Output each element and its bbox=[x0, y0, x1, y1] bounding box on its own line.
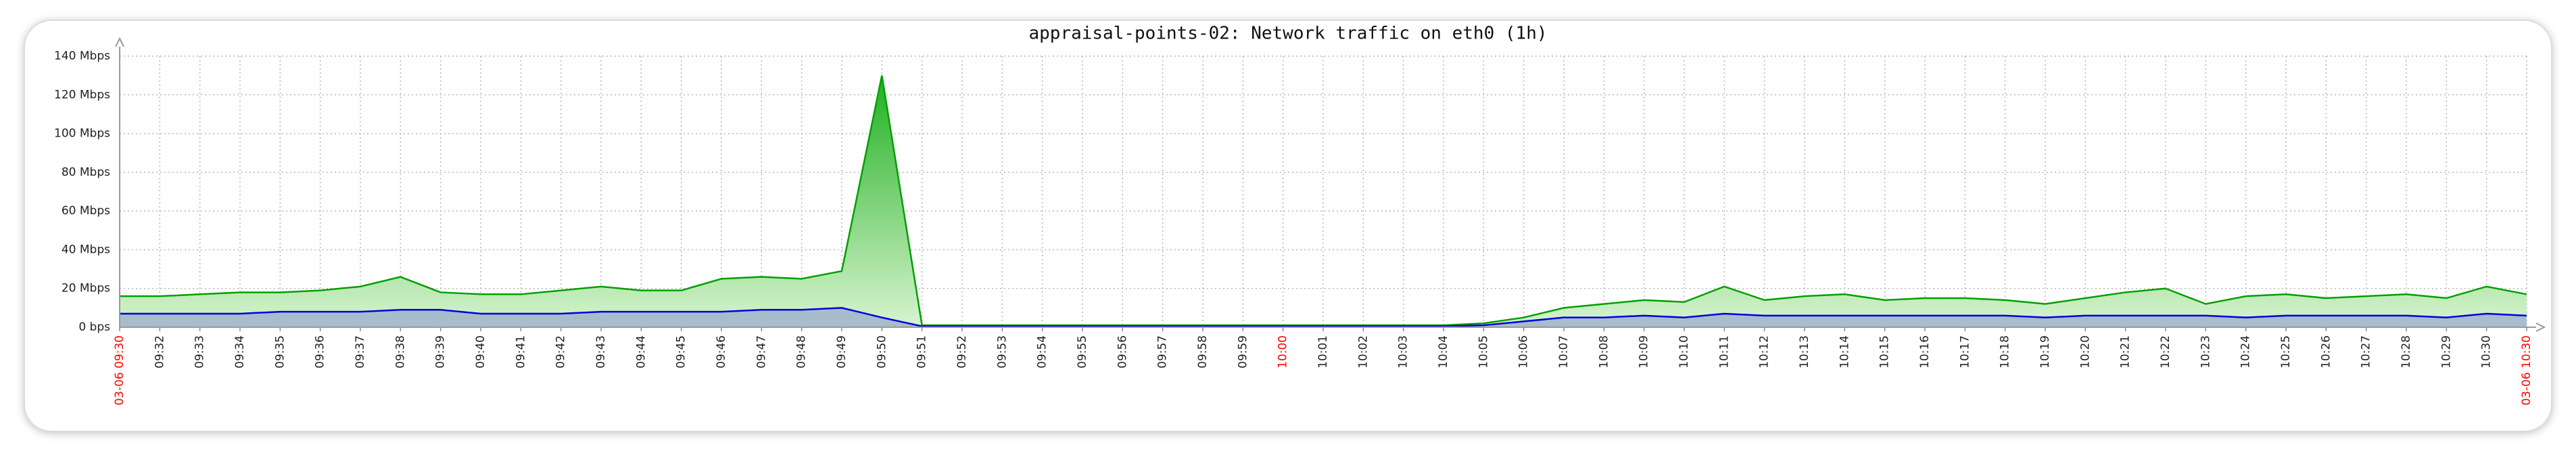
x-tick-label: 10:08 bbox=[1597, 335, 1611, 368]
x-tick-label: 09:55 bbox=[1076, 335, 1089, 368]
x-tick-label: 10:30 bbox=[2480, 335, 2494, 368]
card bbox=[24, 20, 2552, 432]
y-tick-label: 80 Mbps bbox=[62, 166, 110, 179]
x-tick-label: 10:20 bbox=[2078, 335, 2092, 368]
x-tick-label: 10:29 bbox=[2439, 335, 2453, 368]
x-tick-label: 10:15 bbox=[1878, 335, 1892, 368]
x-tick-label: 09:49 bbox=[835, 335, 849, 368]
x-tick-label: 09:40 bbox=[474, 335, 487, 368]
x-tick-label: 10:02 bbox=[1356, 335, 1370, 368]
x-tick-label: 10:17 bbox=[1958, 335, 1972, 368]
x-tick-label: 09:33 bbox=[193, 335, 207, 368]
x-tick-label: 10:07 bbox=[1557, 335, 1571, 368]
x-tick-label: 10:11 bbox=[1717, 335, 1731, 368]
x-tick-label: 09:38 bbox=[393, 335, 407, 368]
x-tick-label: 10:00 bbox=[1277, 335, 1290, 368]
x-tick-label: 10:13 bbox=[1798, 335, 1811, 368]
x-tick-label: 10:14 bbox=[1838, 335, 1851, 368]
area-line bbox=[120, 307, 2527, 327]
x-tick-label: 10:19 bbox=[2038, 335, 2052, 368]
x-tick-label: 03-06 09:30 bbox=[113, 335, 126, 406]
y-tick-label: 20 Mbps bbox=[62, 282, 110, 295]
x-tick-label: 09:57 bbox=[1156, 335, 1170, 368]
x-tick-label: 10:06 bbox=[1517, 335, 1531, 368]
x-tick-label: 10:12 bbox=[1758, 335, 1771, 368]
x-tick-label: 10:22 bbox=[2159, 335, 2172, 368]
y-tick-label: 60 Mbps bbox=[62, 204, 110, 218]
x-tick-label: 09:46 bbox=[715, 335, 728, 368]
x-tick-label: 10:23 bbox=[2199, 335, 2212, 368]
x-tick-label: 10:26 bbox=[2319, 335, 2333, 368]
x-tick-label: 10:27 bbox=[2360, 335, 2373, 368]
x-tick-label: 09:43 bbox=[594, 335, 608, 368]
y-tick-label: 100 Mbps bbox=[54, 127, 110, 141]
x-tick-label: 09:48 bbox=[795, 335, 809, 368]
x-tick-label: 09:58 bbox=[1196, 335, 1210, 368]
x-tick-label: 09:41 bbox=[514, 335, 527, 368]
x-tick-label: 10:09 bbox=[1638, 335, 1651, 368]
x-tick-label: 09:45 bbox=[675, 335, 688, 368]
y-tick-label: 0 bps bbox=[78, 320, 110, 334]
area-line bbox=[120, 75, 2527, 327]
x-tick-label: 09:47 bbox=[755, 335, 768, 368]
x-tick-label: 10:28 bbox=[2400, 335, 2413, 368]
x-tick-label: 09:59 bbox=[1236, 335, 1249, 368]
x-tick-label: 09:54 bbox=[1036, 335, 1049, 368]
x-tick-label: 09:42 bbox=[554, 335, 568, 368]
x-tick-label: 09:51 bbox=[915, 335, 929, 368]
x-tick-label: 09:32 bbox=[153, 335, 166, 368]
x-tick-label: 09:39 bbox=[434, 335, 448, 368]
x-tick-label: 10:21 bbox=[2119, 335, 2132, 368]
y-tick-label: 120 Mbps bbox=[54, 88, 110, 101]
x-tick-label: 03-06 10:30 bbox=[2520, 335, 2533, 406]
x-tick-label: 09:37 bbox=[354, 335, 367, 368]
x-tick-label: 10:24 bbox=[2239, 335, 2253, 368]
area-fill bbox=[120, 75, 2527, 328]
area-fill bbox=[120, 308, 2527, 327]
x-tick-label: 10:04 bbox=[1437, 335, 1450, 368]
y-tick-label: 40 Mbps bbox=[62, 243, 110, 256]
x-tick-label: 10:18 bbox=[1999, 335, 2012, 368]
x-tick-label: 09:50 bbox=[875, 335, 888, 368]
x-tick-label: 09:44 bbox=[634, 335, 648, 368]
x-tick-label: 09:52 bbox=[955, 335, 969, 368]
y-tick-label: 140 Mbps bbox=[54, 49, 110, 63]
chart-title: appraisal-points-02: Network traffic on … bbox=[1028, 24, 1547, 44]
x-tick-label: 10:25 bbox=[2279, 335, 2293, 368]
x-tick-label: 10:05 bbox=[1477, 335, 1490, 368]
x-tick-label: 10:01 bbox=[1316, 335, 1330, 368]
x-tick-label: 09:36 bbox=[314, 335, 327, 368]
x-tick-label: 09:35 bbox=[273, 335, 287, 368]
x-tick-label: 10:16 bbox=[1918, 335, 1932, 368]
x-tick-label: 10:10 bbox=[1677, 335, 1691, 368]
x-axis-arrow bbox=[2535, 322, 2546, 332]
y-axis-arrow bbox=[115, 37, 124, 47]
x-tick-label: 10:03 bbox=[1397, 335, 1410, 368]
x-tick-label: 09:56 bbox=[1116, 335, 1129, 368]
x-tick-label: 09:34 bbox=[233, 335, 247, 368]
x-tick-label: 09:53 bbox=[995, 335, 1009, 368]
